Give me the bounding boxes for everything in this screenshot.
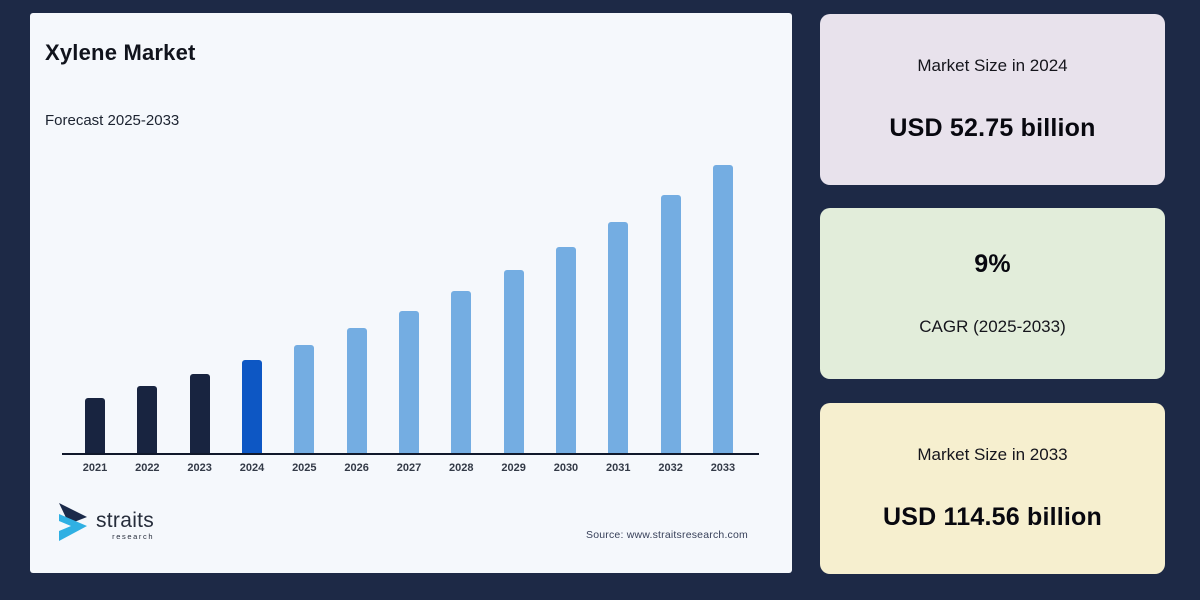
bar-slot-2029 xyxy=(494,270,534,453)
bar-slot-2023 xyxy=(180,374,220,453)
bar-slot-2028 xyxy=(441,291,481,453)
forecast-subtitle: Forecast 2025-2033 xyxy=(45,112,180,129)
logo-name: straits xyxy=(96,509,155,533)
year-label-2032: 2032 xyxy=(658,462,683,474)
source-attribution: Source: www.straitsresearch.com xyxy=(586,529,748,541)
bar-2025 xyxy=(294,345,315,453)
bar-2028 xyxy=(451,291,472,453)
straits-arrow-icon xyxy=(56,502,90,549)
card-1-label: Market Size in 2024 xyxy=(917,56,1068,75)
year-label-2029: 2029 xyxy=(501,462,526,474)
year-label-2030: 2030 xyxy=(553,462,579,474)
bar-2033 xyxy=(712,165,733,453)
bar-slot-2025 xyxy=(284,345,324,453)
bar-slot-2021 xyxy=(75,398,115,453)
bar-2024 xyxy=(241,360,262,453)
bar-slot-2026 xyxy=(337,328,377,453)
year-label-2031: 2031 xyxy=(606,462,631,474)
bar-2022 xyxy=(137,386,158,453)
stat-card-3: Market Size in 2033 USD 114.56 billion xyxy=(820,403,1165,574)
year-label-2027: 2027 xyxy=(396,462,422,474)
bar-slot-2027 xyxy=(389,311,429,453)
stat-card-2: 9% CAGR (2025-2033) xyxy=(820,208,1165,379)
bar-2032 xyxy=(660,195,681,453)
logo-subtext: research xyxy=(112,532,155,542)
bar-2021 xyxy=(85,398,105,453)
year-label-2024: 2024 xyxy=(239,462,265,474)
bar-2031 xyxy=(608,222,629,453)
x-axis-labels: 2021 2022 2023 2024 2025 2026 2027 2028 2029 2030… xyxy=(75,462,743,474)
bar-slot-2031 xyxy=(598,222,638,453)
card-2-label: CAGR (2025-2033) xyxy=(919,317,1066,336)
card-2-value: 9% xyxy=(974,250,1011,278)
year-label-2025: 2025 xyxy=(292,462,317,474)
chart-panel: Xylene Market Forecast 2025-2033 2021 202… xyxy=(30,13,792,573)
bar-2023 xyxy=(189,374,210,453)
bar-2030 xyxy=(555,247,576,453)
bar-2027 xyxy=(398,311,419,453)
straits-research-logo: straits research xyxy=(56,502,154,549)
bar-slot-2033 xyxy=(703,165,743,453)
year-label-2033: 2033 xyxy=(710,462,736,474)
x-axis-line xyxy=(62,453,759,455)
bar-2026 xyxy=(346,328,367,453)
card-3-value: USD 114.56 billion xyxy=(883,503,1102,531)
year-label-2022: 2022 xyxy=(135,462,160,474)
bar-slot-2022 xyxy=(127,386,167,453)
logo-text: straits research xyxy=(96,510,154,541)
year-label-2026: 2026 xyxy=(344,462,369,474)
bar-slot-2024 xyxy=(232,360,272,453)
card-3-label: Market Size in 2033 xyxy=(917,445,1068,464)
card-1-value: USD 52.75 billion xyxy=(889,114,1096,142)
bar-2029 xyxy=(503,270,524,453)
bar-chart xyxy=(75,153,743,453)
year-label-2028: 2028 xyxy=(449,462,474,474)
bar-slot-2030 xyxy=(546,247,586,453)
page-title: Xylene Market xyxy=(45,40,196,65)
bar-slot-2032 xyxy=(651,195,691,453)
year-label-2023: 2023 xyxy=(187,462,212,474)
year-label-2021: 2021 xyxy=(82,462,108,474)
stat-card-1: Market Size in 2024 USD 52.75 billion xyxy=(820,14,1165,185)
